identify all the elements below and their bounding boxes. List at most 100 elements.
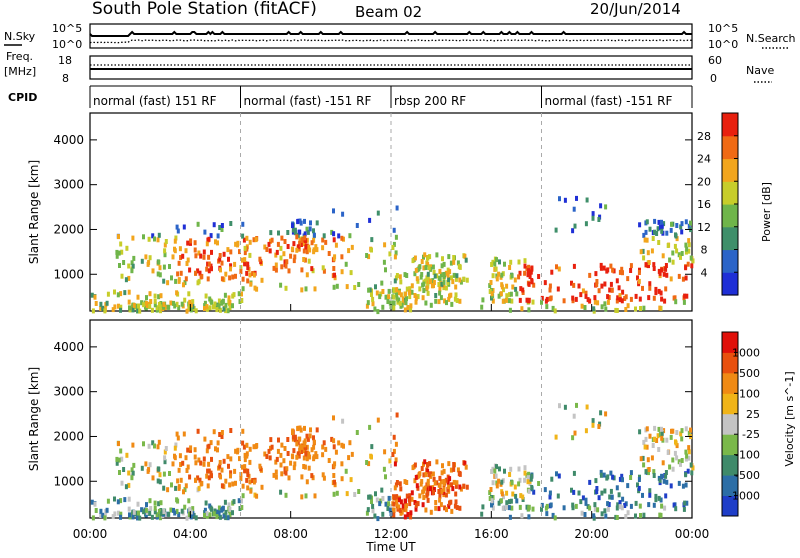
range-cell — [545, 304, 549, 310]
range-cell — [194, 460, 198, 466]
range-cell — [441, 463, 444, 469]
nsearch-label: N.Search — [746, 32, 796, 45]
range-cell — [368, 217, 372, 223]
range-cell — [481, 297, 485, 303]
colorbar-tick-label: 24 — [697, 153, 711, 166]
range-cell — [543, 280, 547, 286]
range-cell — [136, 308, 140, 314]
range-cell — [205, 448, 209, 454]
date-label: 20/Jun/2014 — [590, 0, 681, 18]
range-cell — [375, 290, 379, 296]
range-cell — [664, 286, 668, 292]
range-cell — [454, 483, 458, 489]
range-cell — [644, 469, 648, 475]
range-cell — [634, 293, 638, 299]
range-cell — [302, 464, 306, 469]
range-cell — [438, 268, 442, 274]
range-cell — [185, 261, 189, 266]
range-cell — [425, 285, 429, 291]
range-cell — [312, 232, 316, 238]
range-cell — [523, 258, 527, 264]
range-cell — [675, 430, 679, 435]
x-tick-label: 20:00 — [574, 527, 609, 541]
range-cell — [135, 303, 139, 309]
range-cell — [447, 503, 451, 509]
range-cell — [645, 237, 649, 243]
nsearch-trace — [89, 39, 693, 44]
range-cell — [659, 290, 663, 296]
range-cell — [444, 285, 448, 291]
range-cell — [182, 224, 186, 230]
range-cell — [153, 236, 156, 242]
range-cell — [253, 492, 257, 498]
nsky-tick-bottom: 10^0 — [52, 38, 82, 51]
range-cell — [300, 237, 304, 243]
range-cell — [465, 277, 469, 283]
range-cell — [207, 468, 211, 474]
range-cell — [367, 287, 371, 293]
range-cell — [119, 511, 123, 517]
range-cell — [429, 486, 432, 492]
range-cell — [117, 441, 120, 447]
range-cell — [184, 483, 188, 489]
range-cell — [464, 464, 468, 470]
range-cell — [349, 270, 353, 276]
range-cell — [432, 280, 436, 285]
range-cell — [312, 435, 315, 441]
range-cell — [234, 480, 237, 486]
range-cell — [337, 233, 341, 239]
range-cell — [427, 265, 431, 271]
range-cell — [309, 427, 312, 433]
range-cell — [431, 264, 435, 270]
range-cell — [452, 479, 456, 485]
range-cell — [202, 456, 206, 462]
range-cell — [610, 494, 614, 500]
range-cell — [146, 468, 150, 474]
range-cell — [117, 303, 120, 309]
cpid-segment-label: normal (fast) -151 RF — [545, 94, 673, 108]
range-cell — [527, 298, 531, 304]
range-cell — [246, 468, 250, 474]
range-cell — [156, 478, 160, 484]
range-cell — [684, 249, 688, 255]
range-cell — [243, 457, 247, 463]
range-cell — [432, 490, 435, 496]
range-cell — [153, 302, 157, 308]
range-cell — [604, 204, 608, 210]
range-cell — [597, 495, 601, 501]
range-cell — [99, 508, 103, 514]
range-cell — [661, 460, 665, 466]
range-cell — [175, 509, 179, 514]
range-cell — [660, 267, 664, 273]
range-cell — [224, 302, 228, 308]
range-cell — [322, 268, 326, 274]
range-cell — [105, 300, 109, 306]
colorbar-swatch — [722, 454, 738, 476]
range-cell — [120, 456, 124, 462]
range-cell — [691, 258, 695, 264]
range-cell — [595, 282, 599, 288]
range-cell — [185, 468, 189, 473]
range-cell — [347, 248, 351, 254]
range-cell — [332, 415, 335, 421]
range-cell — [148, 498, 152, 504]
range-cell — [353, 285, 357, 290]
range-cell — [456, 467, 460, 473]
range-cell — [551, 305, 555, 311]
range-cell — [417, 266, 421, 272]
range-cell — [446, 486, 450, 492]
range-cell — [410, 283, 414, 289]
nsky-tick-top: 10^5 — [52, 22, 82, 35]
range-cell — [592, 513, 596, 519]
range-cell — [191, 506, 195, 512]
range-cell — [517, 466, 521, 472]
range-cell — [521, 287, 525, 293]
range-cell — [312, 454, 316, 460]
range-cell — [490, 498, 494, 504]
range-cell — [163, 449, 167, 455]
range-cell — [629, 503, 633, 509]
range-cell — [422, 281, 426, 287]
range-cell — [246, 261, 250, 267]
range-cell — [508, 292, 511, 298]
